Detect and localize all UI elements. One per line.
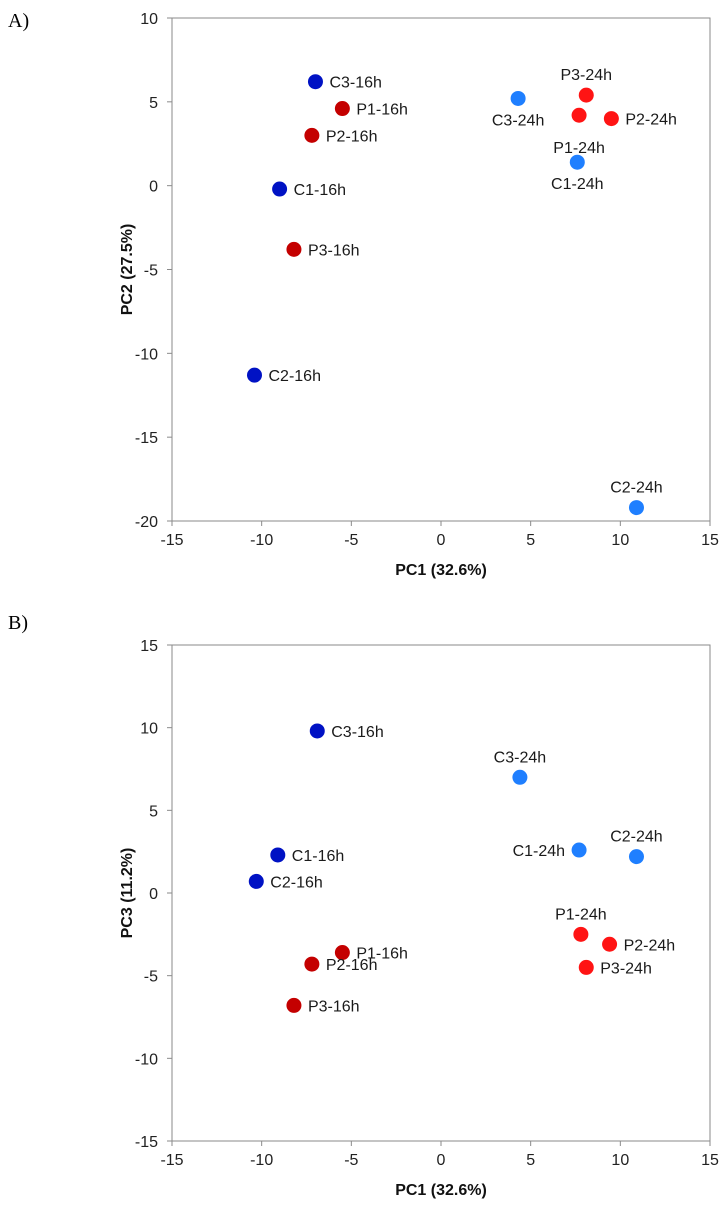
point-label: C2-16h	[268, 368, 320, 385]
data-point	[286, 997, 302, 1013]
point-label: P1-16h	[356, 946, 408, 963]
point-label: C1-16h	[294, 182, 346, 199]
data-point	[578, 959, 594, 975]
data-point	[569, 154, 585, 170]
data-point	[246, 367, 262, 383]
data-point	[628, 849, 644, 865]
x-tick-label: 0	[437, 1152, 446, 1169]
data-point	[304, 127, 320, 143]
point-label: C2-24h	[610, 480, 662, 497]
data-point	[578, 87, 594, 103]
y-tick-label: -5	[144, 969, 158, 986]
y-tick-label: 5	[149, 803, 158, 820]
data-point	[628, 500, 644, 516]
y-tick-label: 5	[149, 95, 158, 112]
y-tick-label: -10	[135, 346, 158, 363]
y-tick-label: -15	[135, 1134, 158, 1151]
data-point	[603, 111, 619, 127]
pca-scatter-chart-b: -15 -10 -5 0 5 10 15 -15 -10 -5 0 5 10 15 PC1 (32.6%) P…	[119, 638, 719, 1199]
point-label: C3-24h	[494, 749, 546, 766]
point-label: C3-16h	[329, 75, 381, 92]
data-point	[248, 873, 264, 889]
y-tick-label: -5	[144, 263, 158, 280]
data-point	[270, 847, 286, 863]
data-point	[304, 956, 320, 972]
plot-frame	[171, 644, 711, 1142]
x-tick-label: -15	[160, 532, 183, 549]
y-tick-label: -15	[135, 430, 158, 447]
panel-label-b: B)	[8, 612, 28, 634]
x-tick-label: 0	[437, 532, 446, 549]
y-axis-title: PC2 (27.5%)	[119, 224, 136, 316]
point-label: C1-16h	[292, 848, 344, 865]
panel-label-a: A)	[8, 10, 30, 32]
x-tick-label: 15	[701, 1152, 719, 1169]
data-point	[602, 936, 618, 952]
point-label: P2-24h	[625, 112, 677, 129]
y-axis-title: PC3 (11.2%)	[119, 848, 136, 939]
data-point	[272, 181, 288, 197]
point-label: P2-16h	[326, 128, 378, 145]
data-point	[286, 241, 302, 257]
point-label: P3-24h	[600, 960, 652, 977]
point-label: C2-24h	[610, 829, 662, 846]
y-tick-label: -10	[135, 1051, 158, 1068]
y-tick-label: 0	[149, 886, 158, 903]
y-tick-label: 10	[140, 11, 158, 28]
data-point	[510, 90, 526, 106]
x-axis-title: PC1 (32.6%)	[395, 562, 487, 579]
y-tick-label: -20	[135, 514, 158, 531]
point-label: C1-24h	[551, 176, 603, 193]
plot-frame	[171, 17, 711, 522]
point-label: P1-16h	[356, 102, 408, 119]
point-label: P3-24h	[560, 67, 612, 84]
data-point	[334, 945, 350, 961]
x-tick-label: 15	[701, 532, 719, 549]
data-point	[334, 101, 350, 117]
point-label: C3-24h	[492, 112, 544, 129]
point-label: P3-16h	[308, 242, 360, 259]
x-tick-label: 5	[526, 532, 535, 549]
point-label: P1-24h	[553, 140, 605, 157]
point-label: P2-24h	[624, 937, 676, 954]
point-label: C1-24h	[513, 843, 565, 860]
data-point	[309, 723, 325, 739]
y-tick-label: 0	[149, 179, 158, 196]
y-tick-label: 15	[140, 638, 158, 655]
x-tick-label: -15	[160, 1152, 183, 1169]
x-tick-label: -10	[250, 1152, 273, 1169]
data-point	[307, 74, 323, 90]
x-tick-label: 10	[611, 532, 629, 549]
y-tick-label: 10	[140, 721, 158, 738]
data-point	[573, 926, 589, 942]
x-tick-label: -10	[250, 532, 273, 549]
data-point	[512, 769, 528, 785]
x-tick-label: 10	[611, 1152, 629, 1169]
point-label: C2-16h	[270, 874, 322, 891]
point-label: C3-16h	[331, 724, 383, 741]
x-tick-label: -5	[344, 1152, 358, 1169]
point-label: P1-24h	[555, 906, 607, 923]
data-point	[571, 107, 587, 123]
point-label: P2-16h	[326, 957, 378, 974]
x-axis-title: PC1 (32.6%)	[395, 1182, 487, 1199]
point-label: P3-16h	[308, 998, 360, 1015]
x-tick-label: -5	[344, 532, 358, 549]
x-tick-label: 5	[526, 1152, 535, 1169]
data-point	[571, 842, 587, 858]
